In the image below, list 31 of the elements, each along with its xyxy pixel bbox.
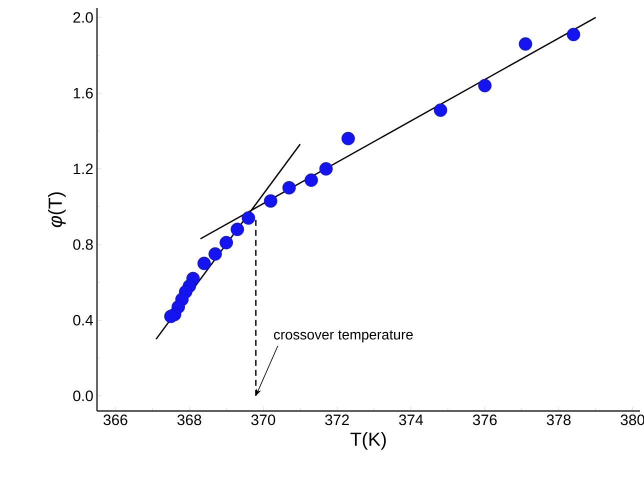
- point: [197, 256, 211, 270]
- point: [282, 181, 296, 194]
- x-tick-label: 374: [399, 414, 424, 426]
- y-tick-label: 2.0: [73, 12, 93, 23]
- point: [164, 310, 178, 324]
- point: [230, 222, 244, 236]
- y-tick-label: 0.4: [73, 314, 94, 326]
- annotation: crossover temperature: [274, 330, 413, 342]
- point: [319, 162, 333, 176]
- point: [220, 236, 233, 250]
- y-axis-title: φ(T): [48, 192, 66, 228]
- y-tick-label: 1.6: [74, 88, 93, 98]
- y-tick-label: 0.0: [73, 390, 93, 402]
- point: [264, 194, 278, 208]
- point: [434, 103, 448, 117]
- x-tick-label: 366: [104, 414, 128, 426]
- y-tick-label: 0.8: [73, 239, 93, 250]
- x-tick-label: 372: [325, 414, 349, 426]
- x-tick-label: 376: [472, 414, 497, 426]
- x-axis-title: T(K): [350, 432, 386, 450]
- point: [208, 247, 222, 261]
- point: [478, 78, 492, 92]
- point: [341, 132, 355, 146]
- point: [566, 28, 580, 42]
- x-tick-label: 370: [251, 414, 276, 426]
- point: [304, 173, 318, 187]
- x-tick-label: 378: [546, 414, 571, 426]
- x-tick-label: 368: [177, 414, 202, 426]
- y-tick-label: 1.2: [74, 164, 93, 174]
- point: [242, 211, 256, 225]
- point: [518, 37, 532, 51]
